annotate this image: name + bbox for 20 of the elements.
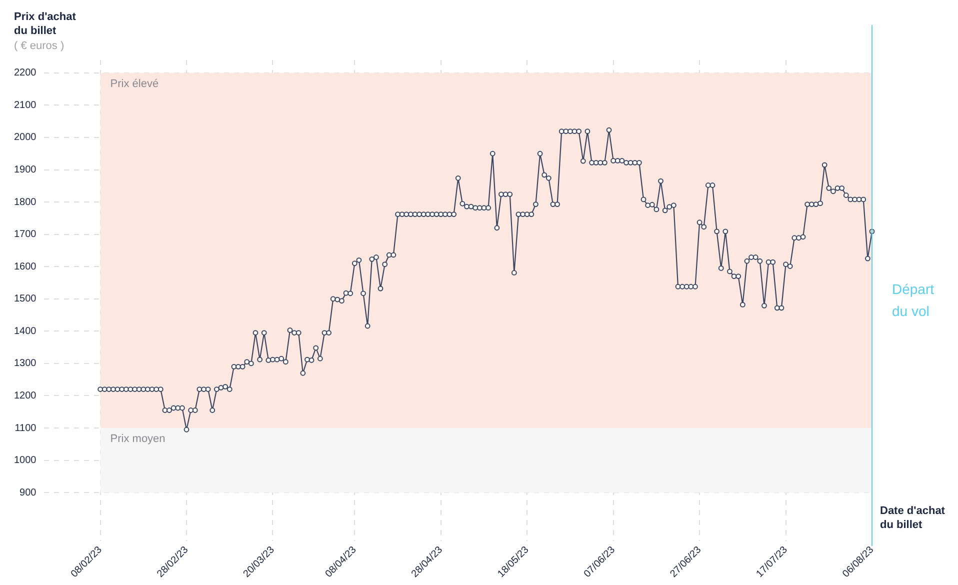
band-label: Prix élevé <box>110 78 159 90</box>
ref-line-label: Départ du vol <box>892 280 936 322</box>
y-axis-title: Prix d'achat du billet <box>14 10 77 38</box>
band-label: Prix moyen <box>110 433 166 445</box>
text: ( € euros ) <box>14 40 64 52</box>
y-tick-label: 900 <box>20 487 37 498</box>
y-tick-label: 1700 <box>14 229 37 240</box>
y-tick-label: 2100 <box>14 100 37 111</box>
y-tick-label: 1200 <box>14 390 37 402</box>
x-axis-title: Date d'achat du billet <box>880 504 946 532</box>
y-tick-label: 1000 <box>14 455 37 466</box>
y-tick-label: 2200 <box>14 68 37 79</box>
y-tick-label: 1900 <box>14 164 37 176</box>
y-tick-label: 1800 <box>14 196 37 208</box>
y-tick-label: 1100 <box>14 422 37 434</box>
y-tick-label: 1500 <box>14 294 37 305</box>
y-tick-label: 2000 <box>14 132 37 144</box>
y-tick-label: 1600 <box>14 261 37 272</box>
y-tick-label: 1300 <box>14 358 37 370</box>
y-tick-label: 1400 <box>14 326 37 337</box>
